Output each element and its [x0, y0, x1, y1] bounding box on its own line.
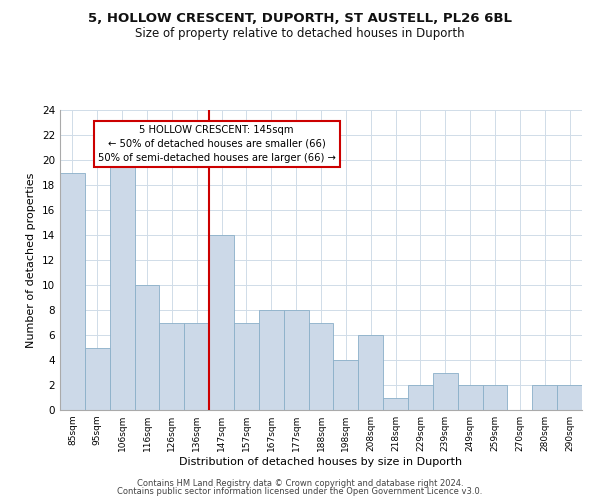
Bar	[85, 348, 110, 410]
Bar	[433, 372, 458, 410]
Bar	[209, 235, 234, 410]
Bar	[60, 172, 85, 410]
Bar	[458, 385, 482, 410]
Bar	[308, 322, 334, 410]
Bar	[134, 285, 160, 410]
Bar	[234, 322, 259, 410]
Bar	[184, 322, 209, 410]
Bar	[160, 322, 184, 410]
Text: Contains HM Land Registry data © Crown copyright and database right 2024.: Contains HM Land Registry data © Crown c…	[137, 478, 463, 488]
Text: 5, HOLLOW CRESCENT, DUPORTH, ST AUSTELL, PL26 6BL: 5, HOLLOW CRESCENT, DUPORTH, ST AUSTELL,…	[88, 12, 512, 26]
X-axis label: Distribution of detached houses by size in Duporth: Distribution of detached houses by size …	[179, 457, 463, 467]
Bar	[110, 160, 134, 410]
Bar	[482, 385, 508, 410]
Bar	[284, 310, 308, 410]
Text: 5 HOLLOW CRESCENT: 145sqm
← 50% of detached houses are smaller (66)
50% of semi-: 5 HOLLOW CRESCENT: 145sqm ← 50% of detac…	[98, 125, 335, 163]
Bar	[532, 385, 557, 410]
Y-axis label: Number of detached properties: Number of detached properties	[26, 172, 37, 348]
Bar	[408, 385, 433, 410]
Bar	[557, 385, 582, 410]
Bar	[358, 335, 383, 410]
Bar	[334, 360, 358, 410]
Bar	[259, 310, 284, 410]
Text: Contains public sector information licensed under the Open Government Licence v3: Contains public sector information licen…	[118, 487, 482, 496]
Bar	[383, 398, 408, 410]
Text: Size of property relative to detached houses in Duporth: Size of property relative to detached ho…	[135, 28, 465, 40]
